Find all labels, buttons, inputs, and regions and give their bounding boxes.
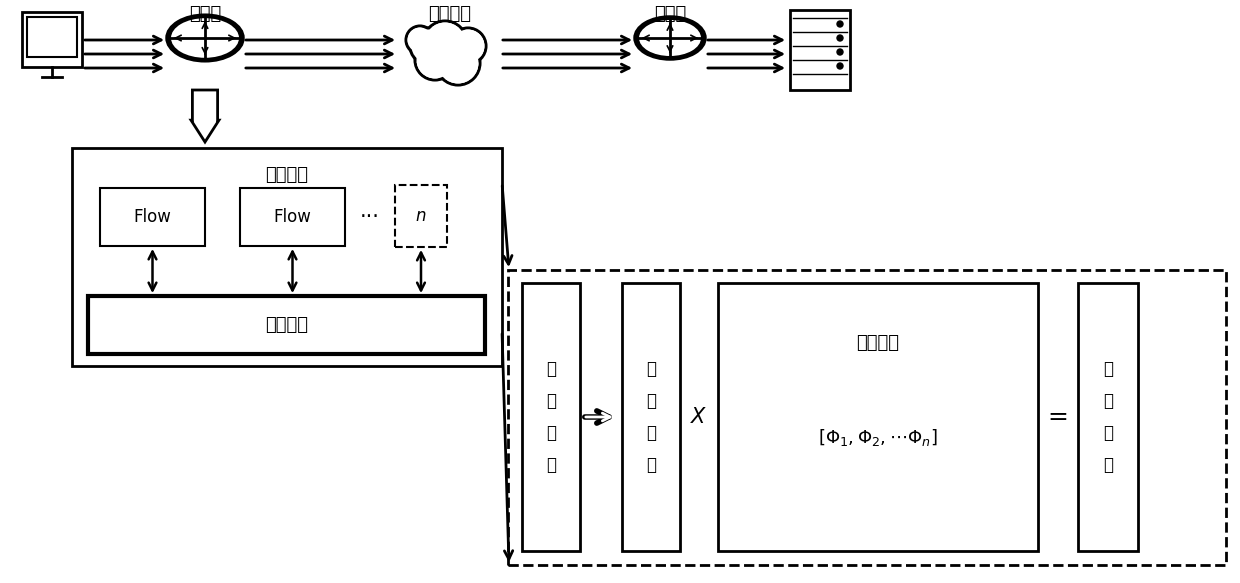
Text: Flow: Flow — [274, 208, 311, 226]
Text: X: X — [691, 407, 706, 427]
Text: 测量矩阵: 测量矩阵 — [857, 334, 899, 352]
Text: 侦测点: 侦测点 — [653, 5, 686, 23]
Bar — [22, 12, 82, 67]
Bar — [72, 148, 502, 366]
Bar — [622, 283, 680, 551]
Text: 网络接口: 网络接口 — [265, 316, 308, 334]
Text: 流量采样: 流量采样 — [265, 166, 309, 184]
Circle shape — [837, 35, 843, 41]
Circle shape — [405, 26, 434, 54]
Circle shape — [837, 63, 843, 69]
Circle shape — [438, 43, 479, 83]
Circle shape — [417, 41, 454, 79]
Bar — [241, 188, 345, 246]
Circle shape — [423, 21, 467, 65]
Circle shape — [410, 28, 446, 64]
Circle shape — [408, 27, 433, 52]
Text: Flow: Flow — [134, 208, 171, 226]
Bar — [396, 185, 446, 247]
Bar — [88, 296, 485, 354]
Bar — [1078, 283, 1138, 551]
Circle shape — [451, 30, 485, 62]
Circle shape — [424, 23, 465, 64]
Bar — [718, 283, 1038, 551]
Ellipse shape — [167, 15, 243, 61]
Text: 特
征
向
量: 特 征 向 量 — [546, 360, 556, 474]
Circle shape — [415, 40, 455, 80]
Text: =: = — [1048, 405, 1069, 429]
Circle shape — [436, 41, 480, 85]
Bar — [790, 10, 849, 90]
Text: $[\Phi_1,\Phi_2,\cdots\Phi_n]$: $[\Phi_1,\Phi_2,\cdots\Phi_n]$ — [818, 427, 937, 448]
Circle shape — [412, 30, 444, 62]
Text: 侦测点: 侦测点 — [188, 5, 221, 23]
Text: 观
测
向
量: 观 测 向 量 — [1104, 360, 1114, 474]
Bar — [508, 270, 1226, 565]
Bar — [522, 283, 580, 551]
Bar — [27, 17, 77, 57]
Bar — [100, 188, 205, 246]
Polygon shape — [191, 90, 219, 142]
Text: 特
征
向
量: 特 征 向 量 — [646, 360, 656, 474]
Circle shape — [837, 21, 843, 27]
Text: ···: ··· — [360, 207, 379, 227]
Circle shape — [450, 28, 486, 64]
Ellipse shape — [635, 17, 706, 59]
Text: 匿名网络: 匿名网络 — [429, 5, 471, 23]
Circle shape — [837, 49, 843, 55]
Ellipse shape — [171, 18, 239, 58]
Text: n: n — [415, 207, 427, 225]
Ellipse shape — [639, 20, 701, 56]
